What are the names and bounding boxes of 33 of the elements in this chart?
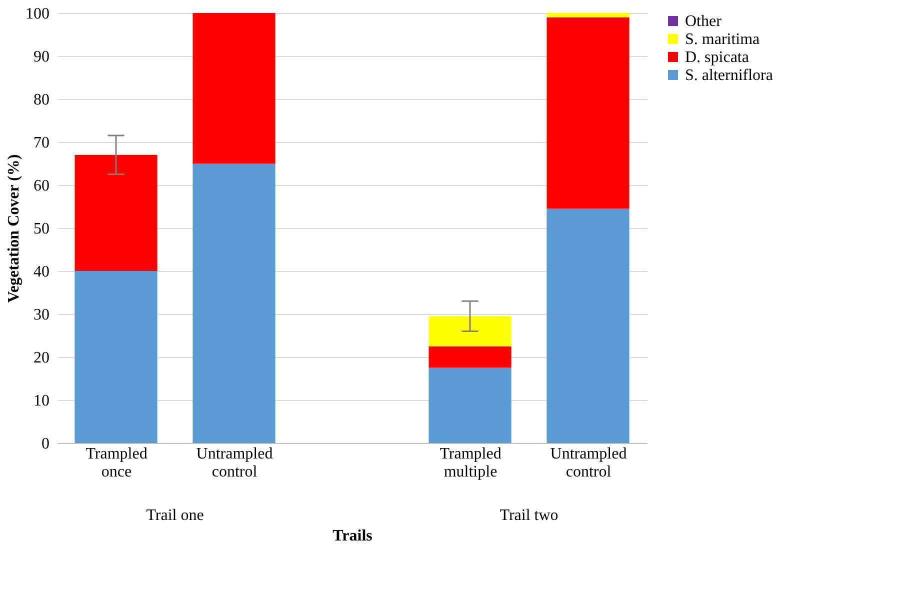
x-axis-title: Trails xyxy=(332,528,372,544)
bar xyxy=(428,368,512,443)
legend-label: Other xyxy=(685,13,722,30)
x-tick-label: Trampled multiple xyxy=(440,446,502,480)
y-tick-label: 40 xyxy=(34,264,50,280)
bar xyxy=(74,154,158,271)
y-tick-label: 60 xyxy=(34,178,50,194)
legend-label: D. spicata xyxy=(685,49,749,66)
y-tick-label: 90 xyxy=(34,48,50,66)
text: Trail one xyxy=(146,507,204,524)
y-tick-label: 100 xyxy=(26,6,50,22)
bar xyxy=(428,346,512,368)
bar xyxy=(192,13,276,164)
y-tick-label: 10 xyxy=(34,392,50,410)
y-tick-label: 0 xyxy=(42,436,50,452)
bar xyxy=(546,13,630,18)
bar xyxy=(428,316,512,346)
bar xyxy=(74,271,158,443)
y-tick-label: 20 xyxy=(34,350,50,366)
bar xyxy=(192,164,276,443)
y-tick-label: 70 xyxy=(34,134,50,152)
y-axis-title: Vegetation Cover (%) xyxy=(6,154,22,303)
legend-label: S. alterniflora xyxy=(685,67,773,84)
x-tick-label: Untrampled control xyxy=(550,446,627,480)
y-tick-label: 30 xyxy=(34,306,50,324)
text: Trail two xyxy=(500,507,558,524)
legend-label: S. maritima xyxy=(685,31,760,48)
y-tick-label: 80 xyxy=(34,92,50,108)
x-tick-label: Trampled once xyxy=(86,446,148,480)
bar xyxy=(546,208,630,443)
x-tick-label: Untrampled control xyxy=(196,446,273,480)
y-tick-label: 50 xyxy=(34,220,50,238)
bar xyxy=(546,17,630,209)
